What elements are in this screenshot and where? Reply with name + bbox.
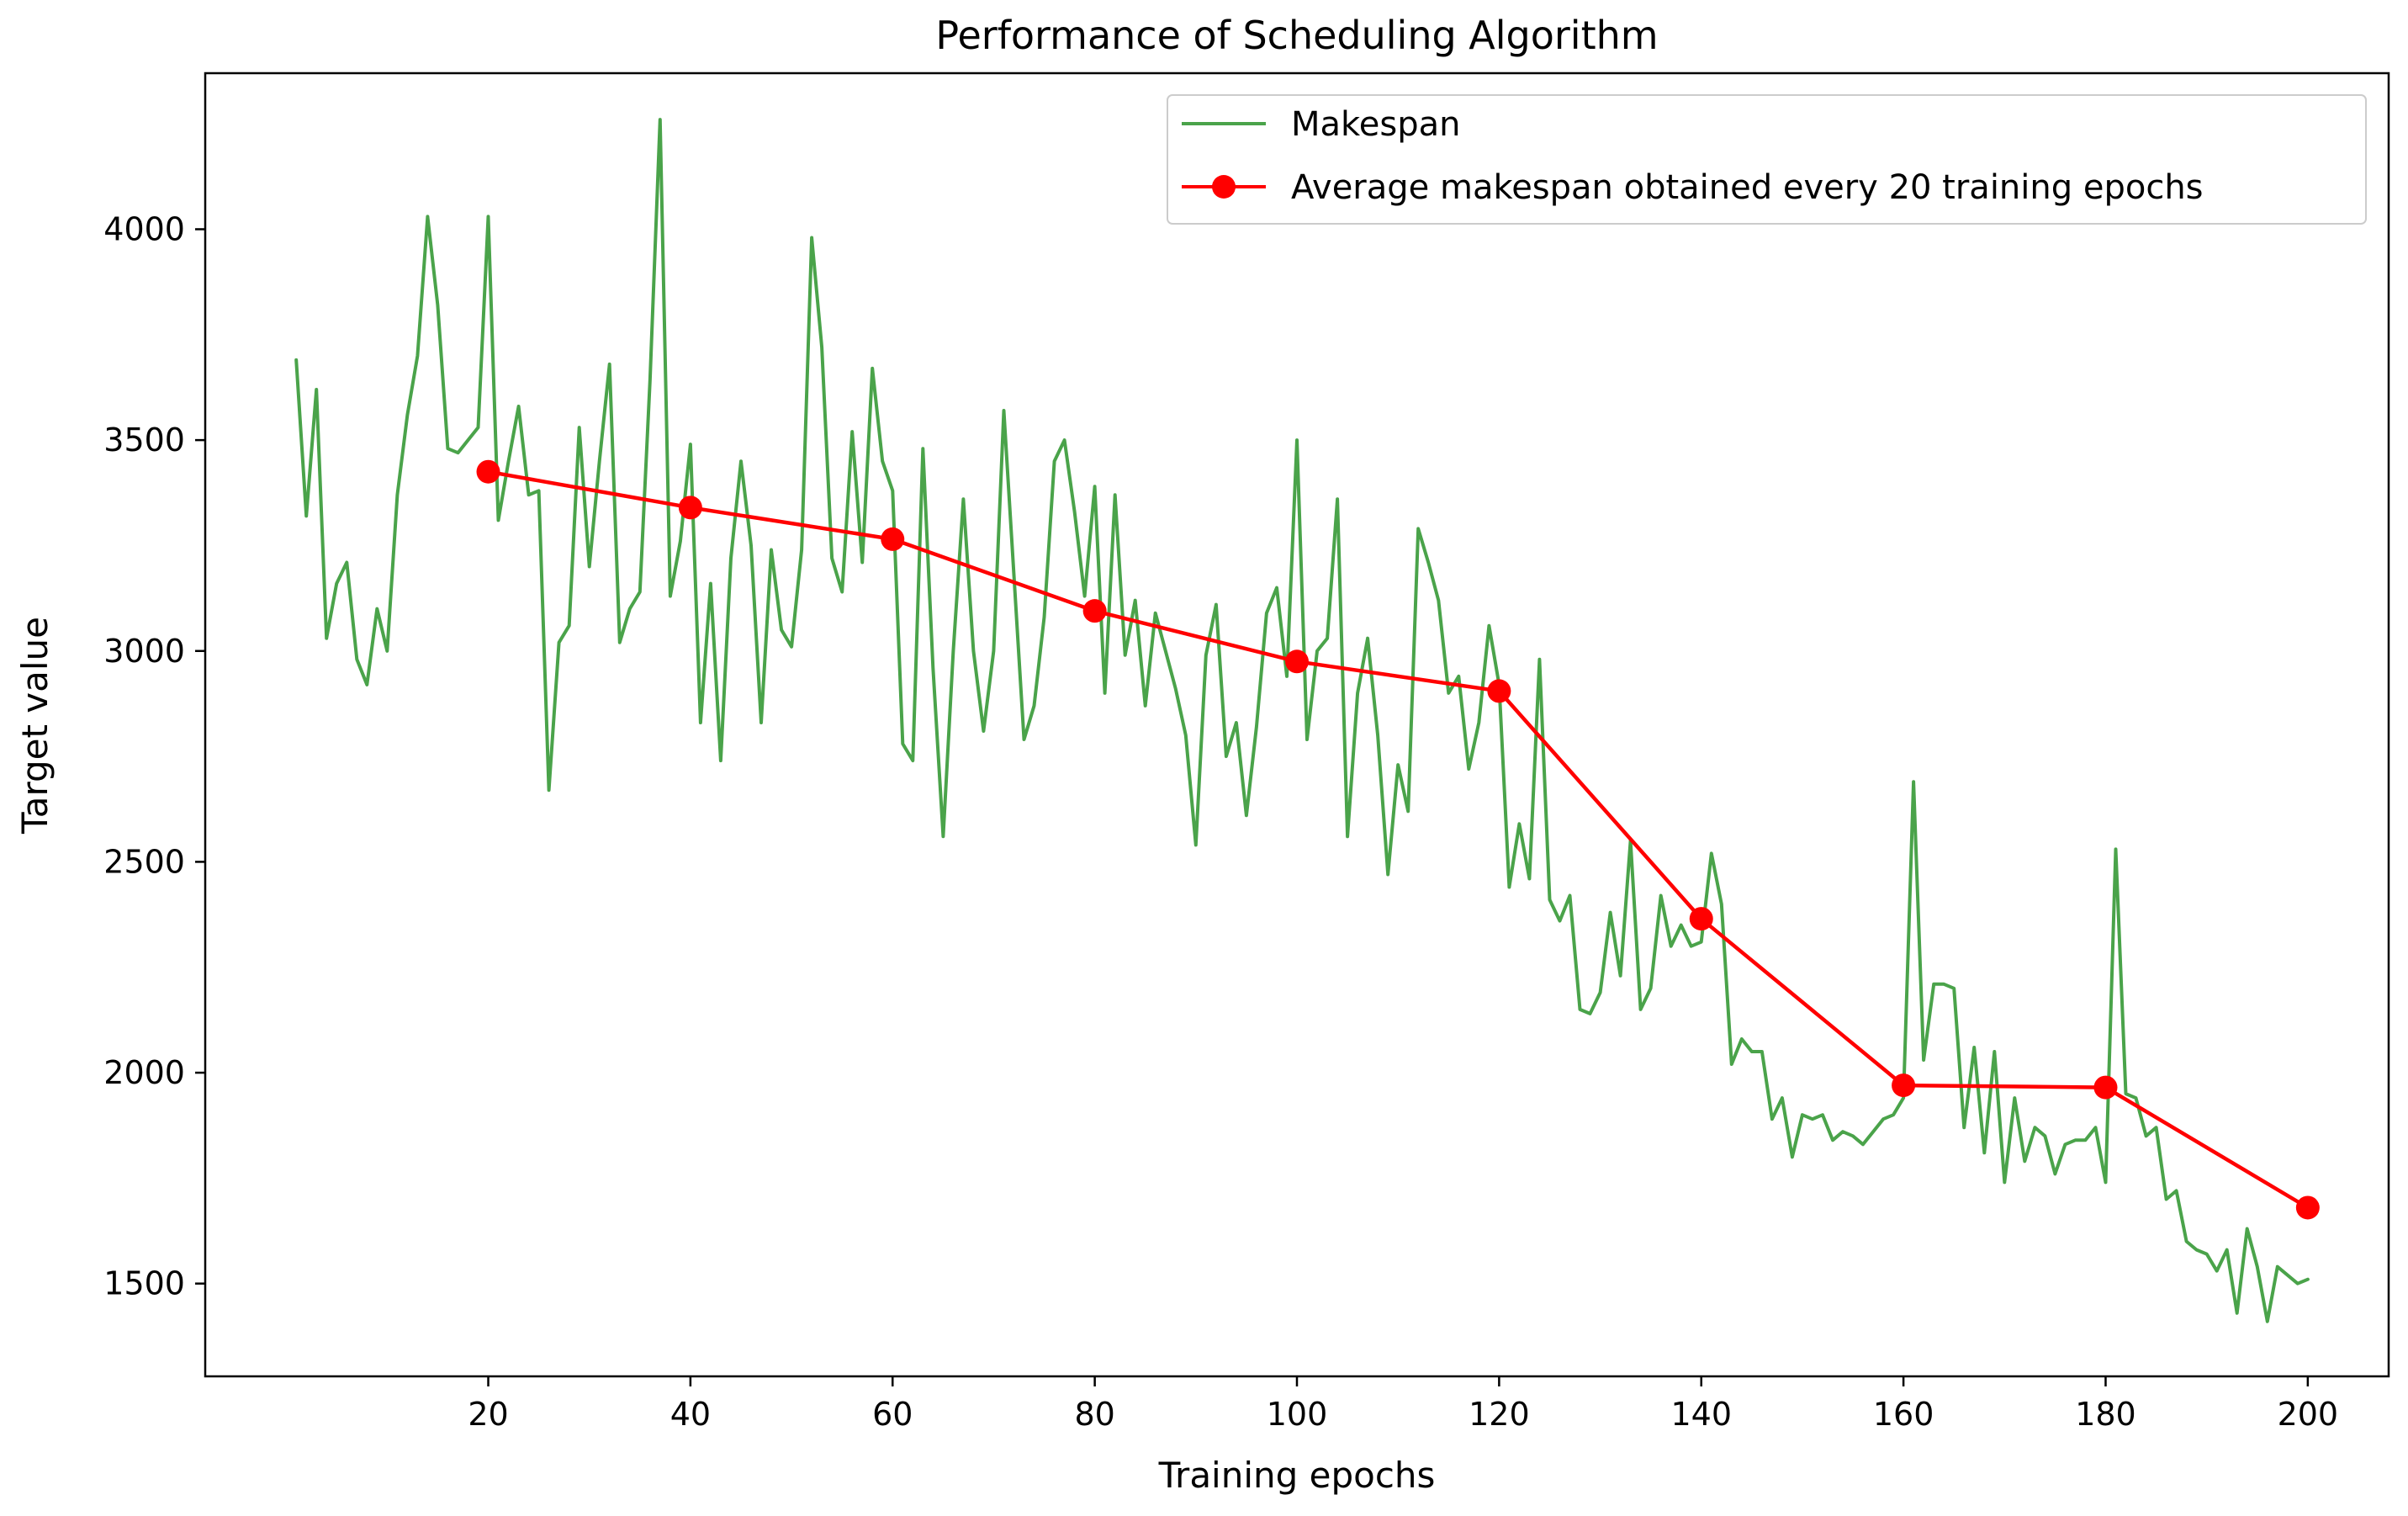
average-series-point (2093, 1075, 2118, 1100)
x-tick-label: 40 (670, 1396, 711, 1433)
makespan-series-layer (294, 118, 2310, 1323)
x-tick-label: 140 (1670, 1396, 1732, 1433)
legend-average-label: Average makespan obtained every 20 train… (1291, 168, 2204, 207)
legend-makespan-label: Makespan (1291, 105, 1460, 144)
legend: Makespan Average makespan obtained every… (1167, 94, 2367, 225)
average-series-point (1689, 907, 1713, 931)
y-tick-label: 4000 (103, 210, 185, 247)
average-series-point (1487, 679, 1511, 703)
x-tick-label: 200 (2278, 1396, 2339, 1433)
average-series-point (476, 459, 500, 484)
average-series-layer (476, 459, 2320, 1220)
x-tick-label: 120 (1469, 1396, 1530, 1433)
x-tick-label: 180 (2075, 1396, 2136, 1433)
y-tick-label: 3500 (103, 421, 185, 459)
makespan-series-line (294, 118, 2310, 1323)
average-series-point (2295, 1195, 2320, 1220)
y-axis: 1500 2000 2500 3000 3500 4000 (103, 210, 205, 1302)
x-tick-label: 20 (468, 1396, 508, 1433)
x-tick-label: 100 (1267, 1396, 1328, 1433)
y-tick-label: 2000 (103, 1054, 185, 1091)
x-tick-label: 80 (1074, 1396, 1114, 1433)
chart-title: Performance of Scheduling Algorithm (935, 13, 1658, 58)
x-axis: 20 40 60 80 100 120 140 160 180 200 (468, 1376, 2338, 1433)
x-axis-label: Training epochs (1158, 1455, 1436, 1496)
average-series-point (1082, 599, 1107, 623)
legend-average-marker (1212, 175, 1236, 199)
average-series-point (881, 527, 905, 551)
legend-box (1167, 94, 2367, 225)
x-tick-label: 60 (872, 1396, 913, 1433)
y-axis-label: Target value (14, 617, 56, 835)
y-tick-label: 2500 (103, 843, 185, 880)
average-series-point (1285, 649, 1309, 674)
average-series-point (678, 496, 702, 520)
average-series-line (488, 469, 2310, 1210)
y-tick-label: 3000 (103, 633, 185, 670)
x-tick-label: 160 (1873, 1396, 1934, 1433)
average-series-point (1892, 1073, 1916, 1098)
y-tick-label: 1500 (103, 1265, 185, 1302)
